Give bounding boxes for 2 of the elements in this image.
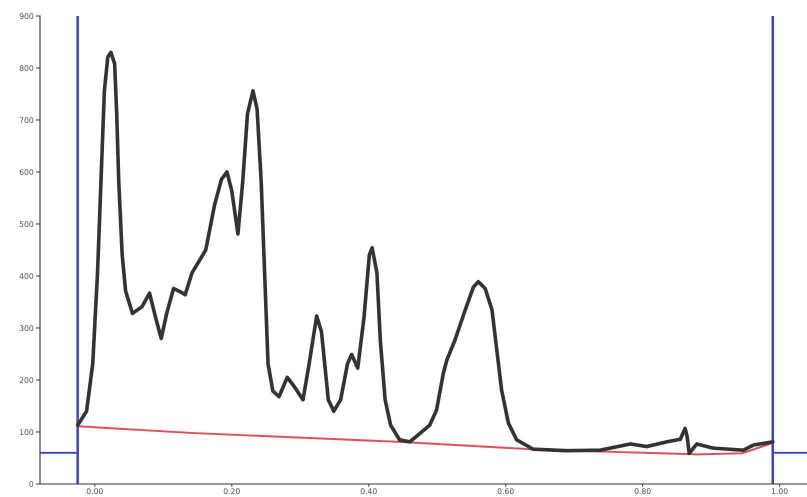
line-series (76, 425, 774, 456)
line-series (76, 50, 775, 456)
